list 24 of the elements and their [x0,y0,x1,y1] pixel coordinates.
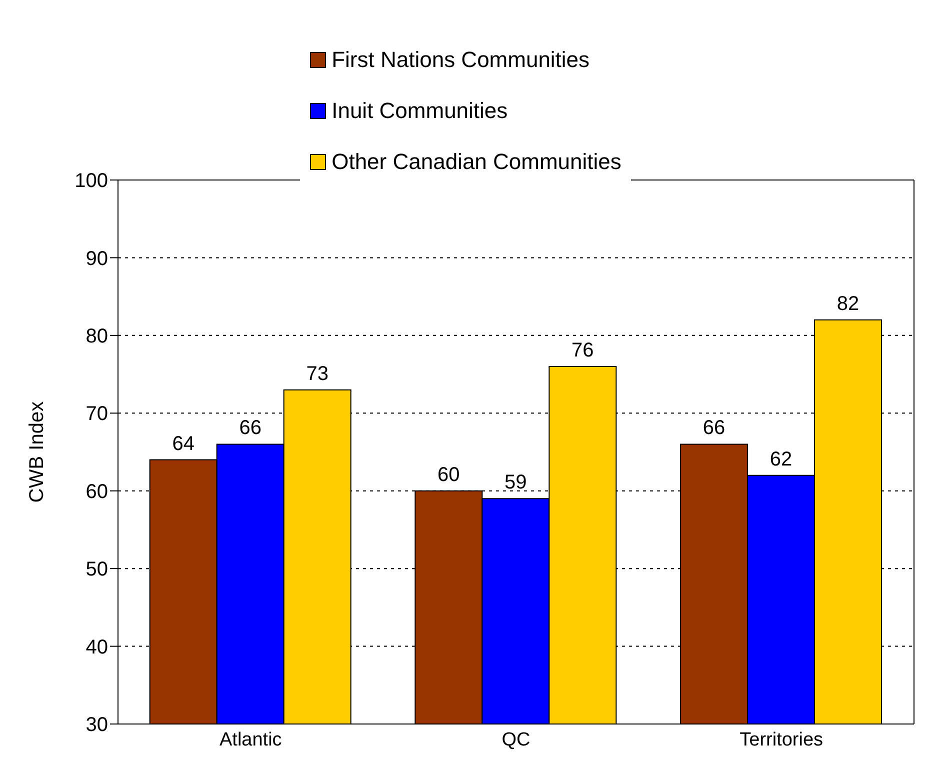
x-tick-label: Atlantic [220,729,282,750]
data-label: 76 [572,340,594,362]
data-label: 66 [239,417,262,440]
legend-label: Inuit Communities [332,98,508,124]
data-label: 59 [504,472,527,494]
y-tick-label: 80 [86,326,108,348]
y-axis-title: CWB Index [26,401,48,503]
legend-label: First Nations Communities [332,46,590,72]
data-label: 82 [836,292,860,315]
legend-label: Other Canadian Communities [332,148,622,174]
x-tick-label: Territories [740,729,824,750]
y-tick-label: 30 [86,714,108,736]
y-tick-label: 60 [86,480,108,503]
y-tick-label: 100 [74,170,108,192]
x-tick-label: QC [502,729,530,750]
y-tick-label: 90 [86,248,108,270]
data-label: 73 [306,362,328,385]
data-label: 66 [702,417,726,440]
y-tick-label: 50 [86,558,108,581]
data-label: 64 [172,432,194,455]
y-tick-label: 40 [86,636,108,658]
y-tick-label: 70 [86,403,108,426]
data-label: 62 [770,448,792,470]
data-label: 60 [438,464,460,486]
